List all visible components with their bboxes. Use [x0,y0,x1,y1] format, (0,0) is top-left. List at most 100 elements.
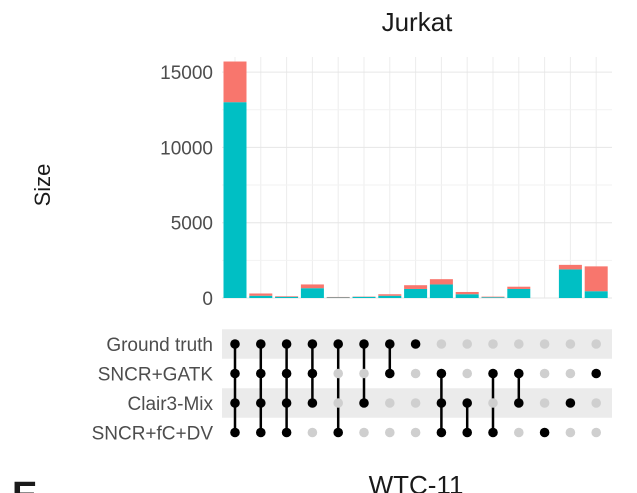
matrix-dot-active [514,368,524,379]
matrix-dot-active [230,427,240,438]
matrix-dot-inactive [591,427,601,438]
bar-segment-top [326,296,350,298]
matrix-dot-inactive [488,339,498,349]
matrix-dot-inactive [591,339,601,349]
matrix-dot-active [255,368,266,379]
matrix-dot-inactive [514,427,524,438]
matrix-dot-active [307,368,318,379]
matrix-dot-inactive [385,427,395,438]
matrix-dot-inactive [359,427,369,438]
bar-segment-top [249,293,273,296]
bar-segment-top [275,296,299,297]
matrix-dot-inactive [488,398,498,408]
set-labels: Ground truth SNCR+GATK Clair3-Mix SNCR+fC+D… [92,335,214,445]
matrix-dot-active [307,339,318,349]
y-tick-label: 15000 [160,63,213,84]
bar-segment-bottom [378,295,402,298]
matrix-dot-active [359,339,369,349]
matrix-dot-active [436,398,447,408]
matrix-dot-active [514,398,524,408]
matrix-dot-active [410,339,421,349]
matrix-dot-active [281,339,292,349]
bar-segment-top [455,291,479,295]
y-tick-label: 10000 [160,138,213,159]
matrix-dot-active [255,339,266,349]
matrix-dot-active [462,427,473,438]
matrix-dot-inactive [462,339,473,349]
y-tick-label: 0 [202,289,213,310]
bar-segment-top [507,286,531,289]
matrix-dot-inactive [359,368,369,379]
matrix-dot-active [230,368,240,379]
matrix-dot-inactive [410,427,421,438]
bar-segment-top [404,285,428,289]
matrix-dot-active [359,398,369,408]
bar-segment-bottom [249,295,273,298]
matrix-dot-active [281,398,292,408]
plot-grid [222,57,612,299]
bar-segment-bottom [352,296,376,298]
bar-segment-top [558,264,582,270]
matrix-dot-active [591,368,601,379]
bar-segment-top [300,284,324,289]
bar-segment-bottom [507,288,531,298]
matrix-dot-active [333,427,344,438]
intersection-matrix [230,339,601,438]
chart-title: Jurkat [382,7,454,37]
y-axis-ticks: 0 5000 10000 15000 [160,63,213,310]
bar-segment-bottom [223,102,247,298]
y-tick-label: 5000 [171,214,213,235]
matrix-dot-inactive [539,398,550,408]
matrix-dot-active [436,427,447,438]
set-label: Ground truth [106,335,213,356]
matrix-dot-active [255,427,266,438]
matrix-dot-inactive [514,339,524,349]
set-label: SNCR+fC+DV [92,424,214,445]
matrix-dot-active [385,368,395,379]
matrix-dot-active [462,398,473,408]
bar-segment-bottom [455,294,479,298]
next-chart-title: WTC-11 [369,470,464,493]
matrix-dot-inactive [410,398,421,408]
matrix-dot-inactive [539,339,550,349]
matrix-dot-active [281,427,292,438]
matrix-dot-active [385,339,395,349]
matrix-dot-inactive [307,427,318,438]
matrix-dot-inactive [539,368,550,379]
matrix-dot-active [488,427,498,438]
bars [223,61,608,298]
matrix-dot-inactive [410,368,421,379]
matrix-dot-active [436,368,447,379]
matrix-dot-active [230,398,240,408]
matrix-dot-active [488,368,498,379]
matrix-dot-inactive [436,339,447,349]
matrix-dot-active [281,368,292,379]
bar-segment-bottom [404,288,428,298]
bar-segment-bottom [275,296,299,298]
bar-segment-bottom [558,269,582,298]
bar-segment-top [378,294,402,296]
y-axis-label: Size [30,164,55,207]
matrix-dot-inactive [333,368,344,379]
matrix-dot-active [565,398,576,408]
matrix-dot-inactive [462,368,473,379]
matrix-dot-inactive [333,398,344,408]
matrix-dot-active [230,339,240,349]
panel-letter: E [12,475,37,493]
bar-segment-top [584,266,608,292]
bar-segment-top [481,296,505,298]
bar-segment-bottom [584,291,608,298]
matrix-dot-inactive [591,398,601,408]
bar-segment-top [223,61,247,103]
matrix-dot-active [307,398,318,408]
matrix-dot-active [255,398,266,408]
bar-segment-bottom [429,284,453,298]
matrix-dot-active [539,427,550,438]
bar-segment-bottom [481,297,505,298]
matrix-dot-inactive [565,368,576,379]
matrix-dot-inactive [565,427,576,438]
matrix-dot-active [333,339,344,349]
bar-segment-bottom [300,288,324,298]
matrix-dot-inactive [385,398,395,408]
